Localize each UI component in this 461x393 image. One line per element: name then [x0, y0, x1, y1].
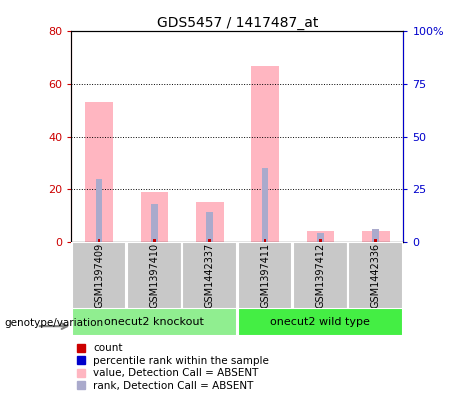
- Bar: [183, 242, 237, 309]
- Text: onecut2 wild type: onecut2 wild type: [271, 317, 370, 327]
- Text: GSM1397410: GSM1397410: [149, 242, 160, 308]
- Bar: [207, 212, 213, 242]
- Text: GSM1442337: GSM1442337: [205, 242, 215, 308]
- Bar: [362, 231, 390, 242]
- Bar: [85, 103, 113, 242]
- Bar: [196, 202, 224, 242]
- Bar: [372, 229, 379, 242]
- Bar: [251, 66, 279, 242]
- Bar: [264, 239, 266, 242]
- Bar: [349, 242, 403, 309]
- Bar: [141, 192, 168, 242]
- Bar: [293, 242, 348, 309]
- Bar: [208, 239, 211, 242]
- Text: GSM1397412: GSM1397412: [315, 242, 325, 308]
- Bar: [151, 204, 158, 242]
- Text: GSM1397411: GSM1397411: [260, 242, 270, 308]
- Bar: [98, 239, 100, 242]
- Bar: [317, 233, 324, 242]
- Text: GSM1442336: GSM1442336: [371, 242, 381, 308]
- Bar: [72, 242, 126, 309]
- Title: GDS5457 / 1417487_at: GDS5457 / 1417487_at: [157, 17, 318, 30]
- Text: genotype/variation: genotype/variation: [5, 318, 104, 328]
- Text: onecut2 knockout: onecut2 knockout: [105, 317, 204, 327]
- Text: GSM1397409: GSM1397409: [94, 242, 104, 308]
- Bar: [262, 168, 268, 242]
- Bar: [127, 242, 182, 309]
- Bar: [319, 239, 322, 242]
- Bar: [96, 178, 102, 242]
- Bar: [238, 242, 292, 309]
- Bar: [238, 308, 403, 336]
- Bar: [72, 308, 237, 336]
- Bar: [374, 239, 377, 242]
- Legend: count, percentile rank within the sample, value, Detection Call = ABSENT, rank, : count, percentile rank within the sample…: [77, 343, 269, 391]
- Bar: [153, 239, 156, 242]
- Bar: [307, 231, 334, 242]
